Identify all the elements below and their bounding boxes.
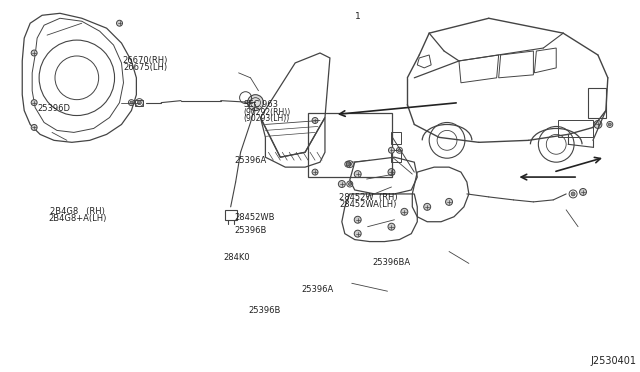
Text: (90293(LH)): (90293(LH)) xyxy=(244,114,290,123)
Text: 2B4G8   (RH): 2B4G8 (RH) xyxy=(50,207,105,217)
Circle shape xyxy=(130,101,133,104)
Circle shape xyxy=(116,20,122,26)
Circle shape xyxy=(346,163,349,166)
Bar xyxy=(392,150,401,162)
Circle shape xyxy=(388,223,395,230)
Text: J2530401: J2530401 xyxy=(590,356,636,366)
Bar xyxy=(392,132,401,144)
Text: 25396A: 25396A xyxy=(301,285,333,294)
Circle shape xyxy=(348,183,351,186)
Text: 25396A: 25396A xyxy=(234,155,266,165)
Circle shape xyxy=(248,95,264,110)
Circle shape xyxy=(401,208,408,215)
Bar xyxy=(588,88,606,118)
Circle shape xyxy=(445,198,452,205)
Circle shape xyxy=(348,163,351,166)
Text: 1: 1 xyxy=(355,12,361,21)
Circle shape xyxy=(355,230,361,237)
Circle shape xyxy=(355,216,361,223)
Text: 25396D: 25396D xyxy=(37,104,70,113)
Circle shape xyxy=(388,147,394,153)
Circle shape xyxy=(388,169,395,176)
Text: 25396B: 25396B xyxy=(249,306,281,315)
Text: 26675(LH): 26675(LH) xyxy=(124,63,168,72)
Text: 2B4G8+A(LH): 2B4G8+A(LH) xyxy=(48,214,106,223)
Circle shape xyxy=(609,123,611,126)
Circle shape xyxy=(312,118,318,124)
Text: SEC.963: SEC.963 xyxy=(244,100,279,109)
Circle shape xyxy=(580,189,586,195)
Text: 26670(RH): 26670(RH) xyxy=(123,56,168,65)
Circle shape xyxy=(31,100,37,106)
Text: 25396BA: 25396BA xyxy=(372,258,410,267)
Circle shape xyxy=(31,125,37,131)
Text: 28452WA(LH): 28452WA(LH) xyxy=(339,200,396,209)
Text: 25396B: 25396B xyxy=(234,226,267,235)
Bar xyxy=(308,113,392,177)
Text: 28452W  (RH): 28452W (RH) xyxy=(339,193,397,202)
Circle shape xyxy=(398,149,401,152)
Circle shape xyxy=(424,203,431,210)
Bar xyxy=(558,119,593,137)
Circle shape xyxy=(571,192,575,196)
Circle shape xyxy=(31,50,37,56)
Circle shape xyxy=(312,169,318,175)
Text: 28452WB: 28452WB xyxy=(234,213,275,222)
Circle shape xyxy=(138,101,141,105)
Text: (90292(RH)): (90292(RH)) xyxy=(244,108,291,117)
Text: 284K0: 284K0 xyxy=(223,253,250,262)
Bar xyxy=(136,100,143,106)
Circle shape xyxy=(355,171,361,177)
Bar xyxy=(225,210,237,220)
Circle shape xyxy=(339,180,346,187)
Circle shape xyxy=(594,121,602,128)
